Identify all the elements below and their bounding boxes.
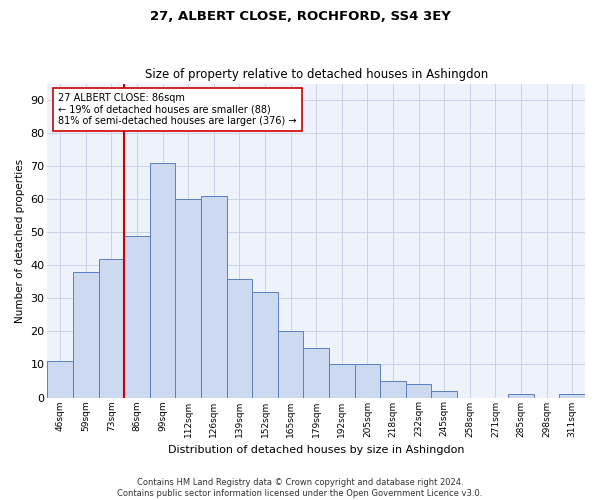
Text: 27 ALBERT CLOSE: 86sqm
← 19% of detached houses are smaller (88)
81% of semi-det: 27 ALBERT CLOSE: 86sqm ← 19% of detached… — [58, 93, 297, 126]
Bar — [559, 394, 585, 398]
Bar — [73, 272, 98, 398]
Y-axis label: Number of detached properties: Number of detached properties — [15, 158, 25, 322]
Bar — [47, 361, 73, 398]
Bar — [124, 236, 150, 398]
Bar — [355, 364, 380, 398]
Title: Size of property relative to detached houses in Ashingdon: Size of property relative to detached ho… — [145, 68, 488, 81]
Bar — [406, 384, 431, 398]
Bar — [304, 348, 329, 398]
Bar — [175, 199, 201, 398]
Bar — [98, 258, 124, 398]
Bar — [380, 381, 406, 398]
Text: Contains HM Land Registry data © Crown copyright and database right 2024.
Contai: Contains HM Land Registry data © Crown c… — [118, 478, 482, 498]
Bar — [227, 278, 252, 398]
Bar — [252, 292, 278, 398]
Bar — [201, 196, 227, 398]
Bar — [329, 364, 355, 398]
Bar — [278, 332, 304, 398]
Bar — [150, 163, 175, 398]
Bar — [431, 391, 457, 398]
X-axis label: Distribution of detached houses by size in Ashingdon: Distribution of detached houses by size … — [168, 445, 464, 455]
Bar — [508, 394, 534, 398]
Text: 27, ALBERT CLOSE, ROCHFORD, SS4 3EY: 27, ALBERT CLOSE, ROCHFORD, SS4 3EY — [149, 10, 451, 23]
